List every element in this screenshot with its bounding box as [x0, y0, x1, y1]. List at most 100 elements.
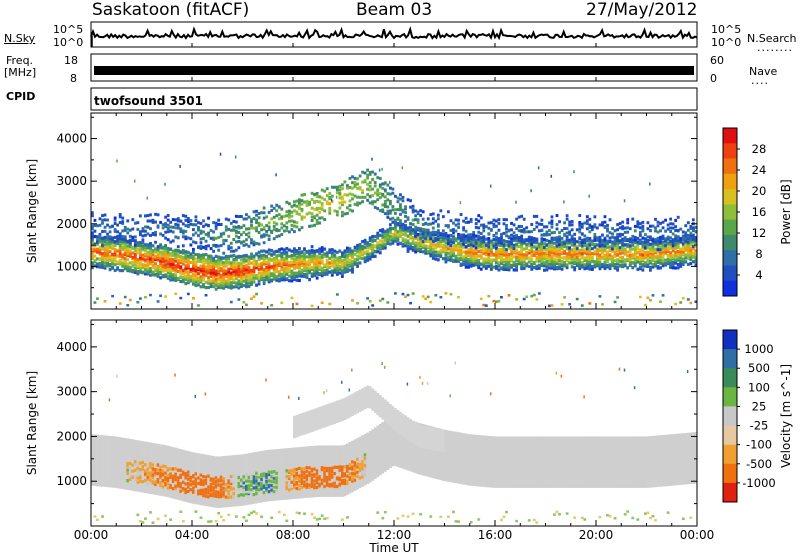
power-cell	[123, 248, 127, 252]
power-cell	[234, 220, 238, 224]
power-cell	[666, 227, 670, 231]
power-cell	[404, 211, 407, 214]
power-cell	[335, 213, 339, 217]
power-cell	[386, 198, 390, 202]
power-cell	[166, 264, 170, 269]
power-cell	[416, 245, 420, 249]
power-cell	[179, 279, 183, 284]
power-cell	[388, 199, 392, 203]
power-cell	[664, 229, 667, 233]
velocity-upper-echo	[426, 426, 430, 450]
power-cell	[686, 221, 690, 225]
velocity-cell	[285, 485, 289, 489]
power-cell	[166, 271, 170, 275]
power-cell	[580, 244, 584, 248]
velocity-cell	[186, 477, 190, 481]
power-cell	[275, 209, 279, 213]
power-cell	[113, 263, 117, 267]
power-cell	[583, 267, 587, 271]
power-cell	[199, 241, 203, 245]
power-cell	[590, 265, 594, 269]
power-cell	[593, 223, 597, 227]
power-cell	[596, 263, 599, 267]
velocity-cell	[141, 479, 145, 484]
velocity-cell	[401, 514, 405, 518]
power-cell	[204, 261, 208, 265]
power-cell	[628, 237, 632, 241]
power-cell	[487, 252, 491, 256]
power-cell	[517, 255, 521, 259]
power-cell	[484, 249, 488, 253]
power-cell	[376, 207, 380, 211]
power-cell	[295, 261, 299, 265]
velocity-upper-echo	[391, 406, 395, 429]
power-cell	[303, 257, 306, 261]
power-cell	[484, 257, 488, 261]
power-cell	[616, 243, 620, 247]
velocity-groundscatter	[479, 435, 483, 487]
power-cell	[121, 257, 125, 261]
velocity-groundscatter	[558, 436, 561, 488]
power-cell	[654, 238, 657, 242]
power-cell	[126, 267, 130, 271]
power-cell	[462, 219, 465, 223]
velocity-cell	[346, 467, 349, 471]
power-cell	[290, 214, 294, 218]
power-cell	[517, 262, 521, 266]
power-cell	[128, 234, 132, 238]
power-cell	[621, 227, 625, 231]
power-cell	[381, 239, 385, 243]
power-cell	[575, 257, 579, 261]
velocity-groundscatter	[659, 435, 662, 487]
velocity-upper-echo	[293, 415, 296, 439]
nave-label: Nave	[749, 65, 778, 78]
velocity-upper-echo	[378, 395, 382, 418]
velocity-upper-echo	[363, 386, 367, 410]
velocity-upper-echo	[388, 404, 392, 427]
power-cell	[227, 275, 231, 279]
power-cell	[149, 273, 152, 277]
power-cell	[636, 236, 640, 240]
power-cell	[348, 268, 352, 272]
power-cell	[515, 217, 519, 221]
power-cell	[247, 235, 251, 239]
velocity-groundscatter	[169, 446, 173, 498]
velocity-cell	[245, 492, 248, 496]
power-cell	[674, 242, 678, 247]
power-cell	[553, 248, 556, 252]
velocity-cell	[176, 468, 180, 472]
power-cell	[108, 268, 112, 272]
power-cell	[98, 240, 102, 244]
velocity-cell	[252, 486, 256, 490]
power-cell	[287, 248, 291, 252]
power-cell	[247, 227, 251, 231]
power-cell	[560, 229, 564, 232]
power-cell	[204, 253, 208, 257]
velocity-cell	[214, 480, 218, 484]
power-cell	[267, 210, 271, 214]
power-cell	[293, 277, 296, 281]
power-cell	[298, 278, 301, 283]
power-cell	[252, 295, 256, 298]
power-cell	[462, 238, 465, 242]
power-cell	[186, 254, 190, 258]
power-cell	[457, 233, 460, 237]
nsky-label: N.Sky	[4, 32, 36, 45]
power-cell	[646, 296, 650, 300]
power-cell	[171, 218, 175, 222]
power-cell	[421, 232, 425, 236]
velocity-groundscatter	[636, 436, 640, 488]
power-cell	[459, 250, 463, 255]
power-cell	[239, 279, 243, 283]
power-cell	[295, 271, 299, 275]
power-cell	[199, 246, 203, 250]
power-cell	[484, 253, 488, 257]
power-cell	[255, 292, 258, 296]
power-cell	[232, 225, 236, 229]
power-cell	[108, 225, 112, 229]
power-cell	[282, 250, 286, 254]
power-cell	[626, 243, 630, 247]
power-cell	[676, 215, 680, 219]
power-cell	[674, 250, 678, 254]
power-cell	[394, 194, 397, 198]
